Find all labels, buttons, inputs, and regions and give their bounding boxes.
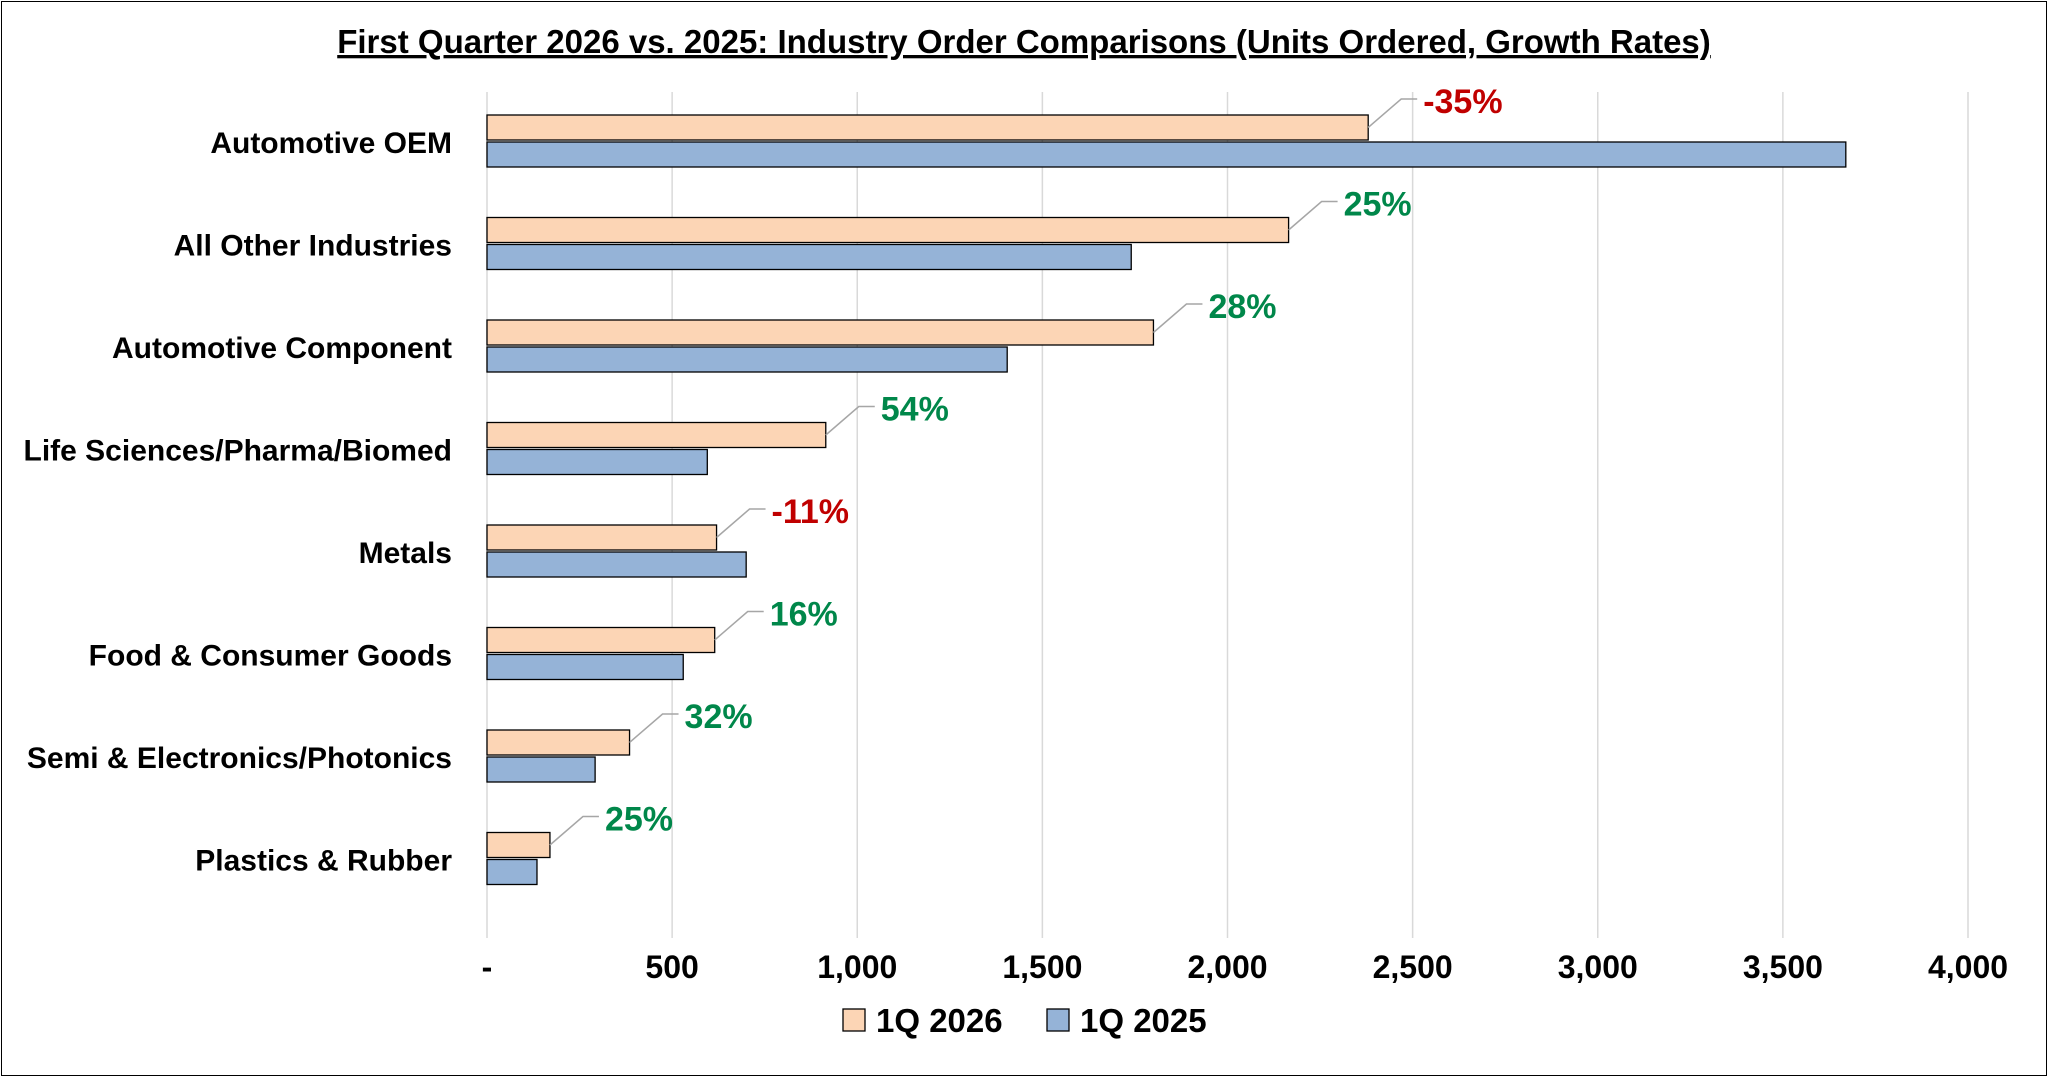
bar-1q-2025-plastics-and-rubber	[486, 858, 538, 886]
bar-1q-2026-all-other-industries	[486, 216, 1290, 244]
legend-swatch-1q-2026	[842, 1008, 866, 1032]
bar-1q-2026-plastics-and-rubber	[486, 831, 551, 859]
legend-swatch-1q-2025	[1046, 1008, 1070, 1032]
bar-1q-2025-life-sciences-pharma-biomed	[486, 448, 708, 476]
leader-line-life-sciences-pharma-biomed	[825, 405, 875, 436]
legend: 1Q 2026 1Q 2025	[842, 1002, 1207, 1039]
x-tick-label-1500: 1,500	[1002, 949, 1082, 985]
bar-1q-2026-life-sciences-pharma-biomed	[486, 421, 827, 449]
x-tick-label-3500: 3,500	[1743, 949, 1823, 985]
category-label-food-and-consumer-goods: Food & Consumer Goods	[89, 640, 452, 673]
bar-1q-2026-food-and-consumer-goods	[486, 626, 716, 654]
bar-1q-2025-automotive-oem	[486, 141, 1847, 168]
x-tick-label-0: -	[482, 949, 493, 985]
growth-label-metals: -11%	[772, 493, 850, 531]
bar-1q-2026-automotive-component	[486, 319, 1155, 346]
growth-label-semi-and-electronics-photonics: 32%	[685, 698, 753, 736]
leader-line-automotive-oem	[1367, 98, 1418, 129]
leader-line-automotive-component	[1152, 303, 1203, 334]
leader-lines	[549, 98, 1418, 846]
legend-label-1q-2025: 1Q 2025	[1080, 1002, 1207, 1039]
growth-label-all-other-industries: 25%	[1344, 186, 1412, 224]
chart-title: First Quarter 2026 vs. 2025: Industry Or…	[337, 23, 1711, 60]
bar-1q-2026-metals	[486, 524, 718, 551]
bar-1q-2025-all-other-industries	[486, 243, 1132, 271]
leader-line-food-and-consumer-goods	[714, 610, 764, 641]
bar-1q-2025-automotive-component	[486, 346, 1008, 373]
category-label-automotive-oem: Automotive OEM	[210, 127, 452, 160]
bar-1q-2026-semi-and-electronics-photonics	[486, 729, 631, 756]
growth-label-life-sciences-pharma-biomed: 54%	[881, 391, 949, 429]
growth-label-food-and-consumer-goods: 16%	[770, 596, 838, 634]
bar-1q-2025-metals	[486, 551, 747, 578]
category-label-plastics-and-rubber: Plastics & Rubber	[195, 845, 452, 878]
growth-label-automotive-oem: -35%	[1423, 83, 1502, 121]
growth-label-plastics-and-rubber: 25%	[605, 801, 673, 839]
x-tick-label-4000: 4,000	[1928, 949, 2008, 985]
leader-line-semi-and-electronics-photonics	[629, 713, 679, 744]
category-label-metals: Metals	[359, 537, 452, 570]
x-tick-label-500: 500	[645, 949, 698, 985]
x-tick-label-2000: 2,000	[1187, 949, 1267, 985]
leader-line-metals	[716, 508, 766, 539]
x-tick-label-2500: 2,500	[1373, 949, 1453, 985]
labels: - 500 1,000 1,500 2,000 2,500 3,000 3,500 4,000 A…	[24, 83, 2009, 985]
x-tick-label-3000: 3,000	[1558, 949, 1638, 985]
x-tick-label-1000: 1,000	[817, 949, 897, 985]
leader-line-plastics-and-rubber	[549, 815, 599, 846]
category-label-automotive-component: Automotive Component	[112, 332, 452, 365]
category-label-semi-and-electronics-photonics: Semi & Electronics/Photonics	[27, 742, 452, 775]
bar-1q-2026-automotive-oem	[486, 114, 1369, 141]
legend-label-1q-2026: 1Q 2026	[876, 1002, 1003, 1039]
category-label-all-other-industries: All Other Industries	[174, 230, 452, 263]
growth-label-automotive-component: 28%	[1208, 288, 1276, 326]
bar-1q-2025-semi-and-electronics-photonics	[486, 756, 596, 783]
leader-line-all-other-industries	[1288, 200, 1338, 231]
category-label-life-sciences-pharma-biomed: Life Sciences/Pharma/Biomed	[24, 435, 453, 468]
bar-1q-2025-food-and-consumer-goods	[486, 653, 684, 681]
bars	[486, 114, 1847, 886]
